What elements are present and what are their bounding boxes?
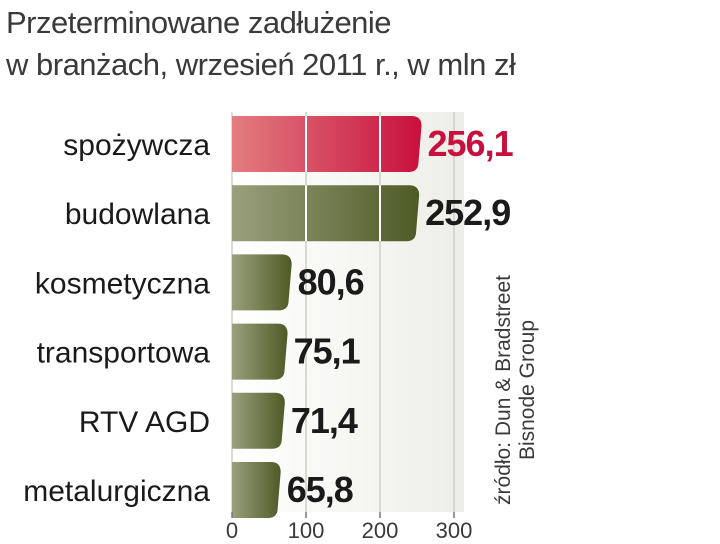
chart-title-line: Przeterminowane zadłużenie xyxy=(6,5,392,40)
category-label: kosmetyczna xyxy=(35,267,210,300)
bar xyxy=(232,323,288,380)
bars xyxy=(232,116,422,518)
value-label: 256,1 xyxy=(428,123,514,164)
category-label: spożywcza xyxy=(63,129,210,162)
source-line-1: źródło: Dun & Bradstreet xyxy=(492,275,515,505)
labels: spożywcza 256,1 budowlana 252,9 kosmetyczna 8… xyxy=(23,123,514,510)
bar xyxy=(232,185,420,242)
chart-title: Przeterminowane zadłużenie w branżach, w… xyxy=(6,2,516,86)
bar xyxy=(232,254,292,311)
category-label: transportowa xyxy=(37,337,211,370)
tick-label: 300 xyxy=(436,518,473,543)
category-label: budowlana xyxy=(65,198,210,231)
chart-subtitle-line: w branżach, wrzesień 2011 r., w mln zł xyxy=(6,47,516,82)
tick-label: 200 xyxy=(362,518,399,543)
x-axis: 0 100 200 300 xyxy=(226,512,472,543)
tick-label: 0 xyxy=(226,518,238,543)
category-label: RTV AGD xyxy=(79,406,210,439)
value-label: 80,6 xyxy=(298,261,364,302)
value-label: 75,1 xyxy=(294,331,361,372)
tick-label: 100 xyxy=(288,518,325,543)
value-label: 71,4 xyxy=(291,400,358,441)
source-line-2: Bisnode Group xyxy=(516,319,539,461)
value-label: 252,9 xyxy=(425,192,510,233)
bar xyxy=(232,462,281,518)
bar xyxy=(232,392,285,449)
value-label: 65,8 xyxy=(287,469,353,510)
bar xyxy=(232,116,422,172)
category-label: metalurgiczna xyxy=(23,475,210,508)
